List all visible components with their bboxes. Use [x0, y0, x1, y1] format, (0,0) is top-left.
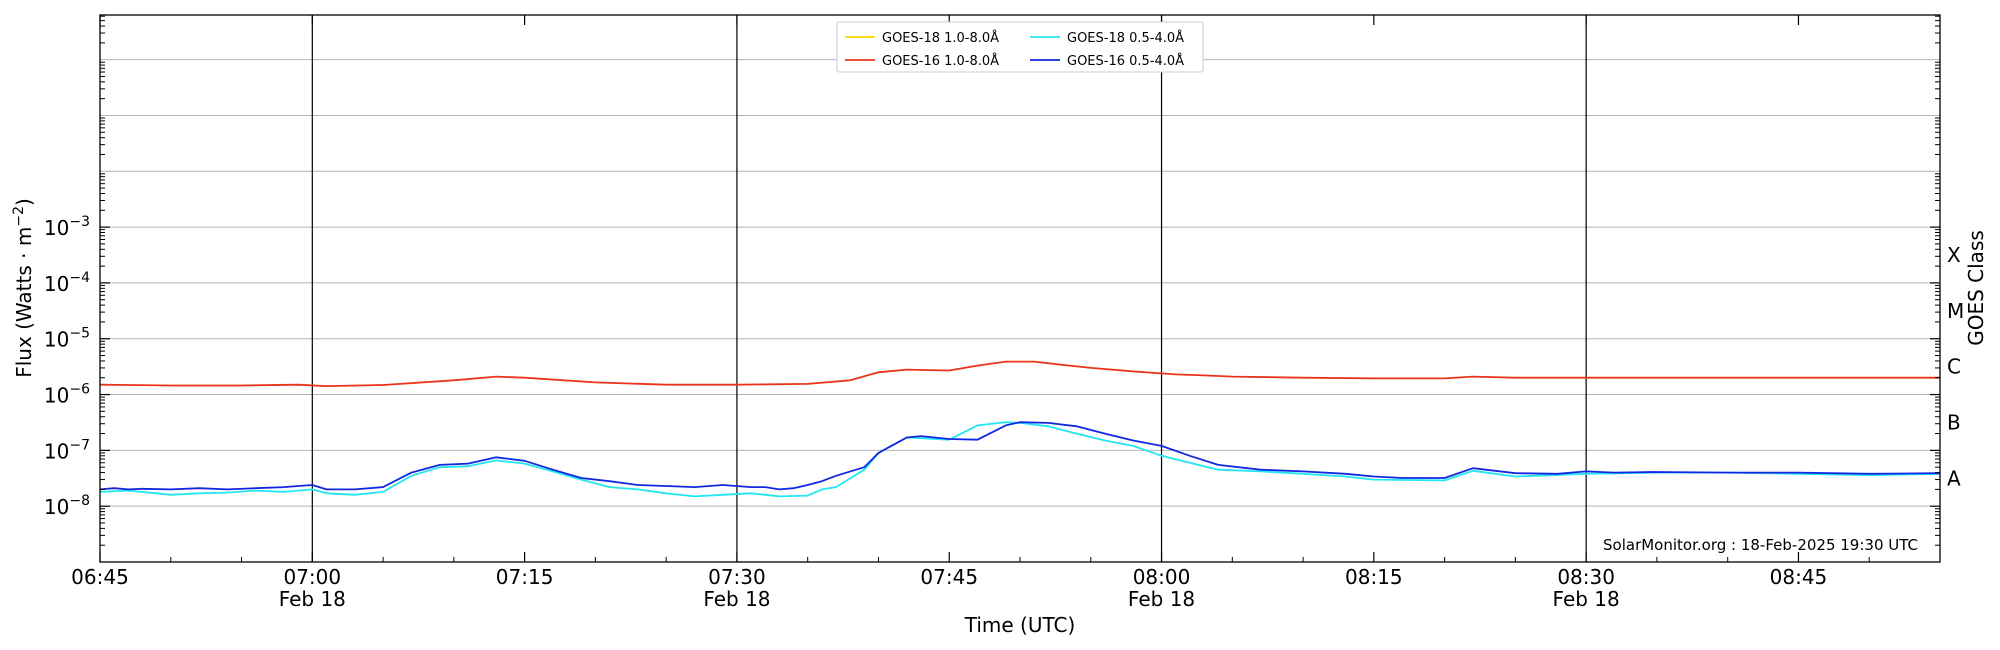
legend-label-1: GOES-16 1.0-8.0Å — [882, 53, 999, 69]
legend-label-2: GOES-18 0.5-4.0Å — [1067, 30, 1184, 46]
y-tick-label: 10−4 — [44, 270, 90, 296]
x-tick-label: 07:00 — [283, 565, 341, 589]
plot-frame — [99, 14, 1941, 563]
legend-box — [836, 21, 1204, 73]
goes-class-label-x: X — [1947, 243, 1961, 267]
legend-label-0: GOES-18 1.0-8.0Å — [882, 30, 999, 46]
credit-text: SolarMonitor.org : 18-Feb-2025 19:30 UTC — [1603, 536, 1918, 554]
y-tick-label: 10−3 — [44, 214, 90, 240]
x-axis-title: Time (UTC) — [964, 613, 1076, 637]
x-tick-date-label: Feb 18 — [1553, 587, 1620, 611]
goes-class-label-c: C — [1947, 355, 1961, 379]
series-line-3 — [99, 421, 1941, 491]
goes-class-label-b: B — [1947, 410, 1961, 434]
x-tick-label: 07:15 — [496, 565, 554, 589]
legend: GOES-18 1.0-8.0Å GOES-16 1.0-8.0Å GOES-18 … — [836, 21, 1204, 73]
x-tick-label: 08:00 — [1133, 565, 1191, 589]
y-tick-label: 10−6 — [44, 382, 90, 408]
series-lines — [99, 360, 1941, 498]
y-axis-title: Flux (Watts · m−2) — [11, 198, 36, 378]
y-tick-label: 10−7 — [44, 437, 90, 463]
x-tick-label: 08:45 — [1770, 565, 1828, 589]
x-tick-label: 07:45 — [920, 565, 978, 589]
series-line-2 — [99, 421, 1941, 498]
x-tick-date-label: Feb 18 — [1128, 587, 1195, 611]
x-tick-date-label: Feb 18 — [279, 587, 346, 611]
goes-class-label-a: A — [1947, 466, 1961, 490]
x-tick-label: 06:45 — [71, 565, 129, 589]
right-axis-title: GOES Class — [1964, 230, 1988, 346]
grid-lines — [100, 59, 1940, 507]
x-tick-label: 08:15 — [1345, 565, 1403, 589]
legend-label-3: GOES-16 0.5-4.0Å — [1067, 53, 1184, 69]
x-tick-label: 08:30 — [1557, 565, 1615, 589]
x-tick-date-label: Feb 18 — [703, 587, 770, 611]
series-line-1 — [99, 360, 1940, 388]
x-tick-label: 07:30 — [708, 565, 766, 589]
y-tick-label: 10−5 — [44, 326, 90, 352]
y-tick-label: 10−8 — [44, 493, 90, 519]
goes-class-label-m: M — [1947, 299, 1964, 323]
y-axis-title-sup: −2 — [11, 206, 27, 227]
